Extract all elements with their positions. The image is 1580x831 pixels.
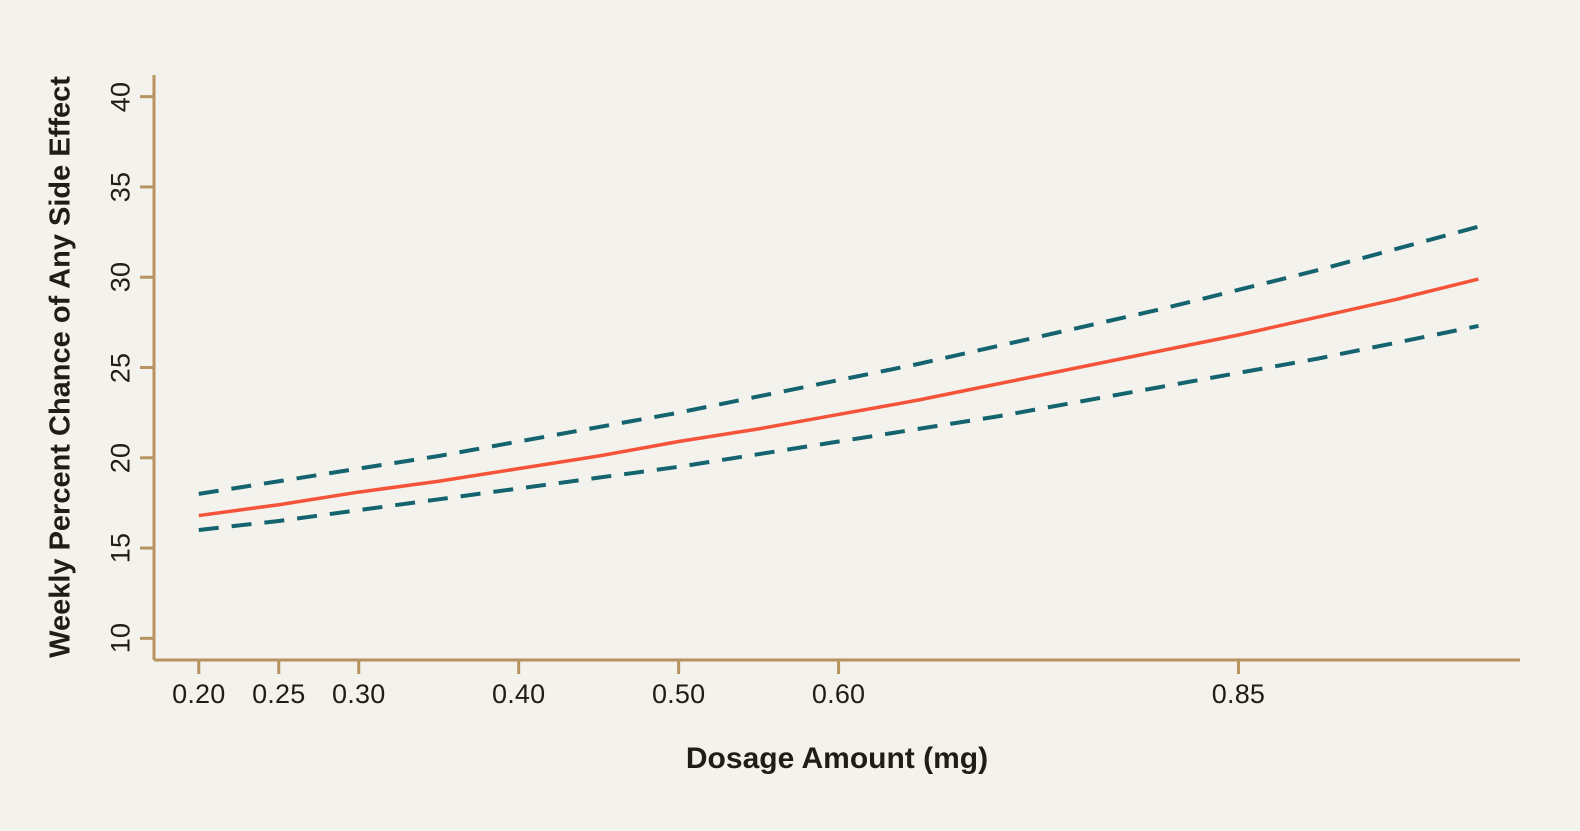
x-tick-label: 0.40 (492, 679, 546, 709)
x-axis-title: Dosage Amount (mg) (685, 742, 989, 775)
y-tick-label: 20 (105, 442, 136, 473)
lower-confidence-bound-line (198, 324, 1479, 532)
y-tick-label: 15 (105, 532, 136, 564)
y-tick-label: 30 (105, 262, 136, 293)
x-tick-label: 0.60 (811, 679, 866, 709)
y-tick-label: 35 (105, 171, 136, 203)
x-tick-label: 0.85 (1211, 679, 1266, 709)
x-tick-label: 0.20 (172, 679, 226, 709)
predicted-probability-line (198, 277, 1479, 518)
x-tick-label: 0.25 (252, 679, 306, 709)
y-tick-label: 25 (105, 352, 136, 383)
upper-confidence-bound-line (198, 224, 1479, 496)
y-axis-title: Weekly Percent Chance of Any Side Effect (44, 76, 77, 658)
x-tick-label: 0.50 (651, 679, 706, 709)
y-tick-label: 10 (105, 623, 136, 654)
y-tick-label: 40 (105, 81, 136, 112)
x-tick-label: 0.30 (332, 679, 386, 709)
